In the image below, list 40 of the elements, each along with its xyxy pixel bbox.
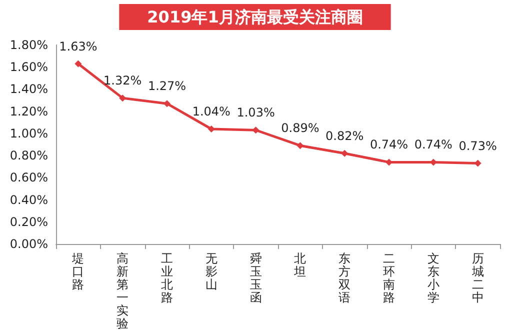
- x-tick-label: 高新第一实验: [116, 252, 129, 330]
- x-tick-label: 历城二中: [470, 252, 484, 304]
- point: [296, 142, 304, 150]
- y-tick-label: 1.00%: [10, 126, 48, 140]
- data-label: 1.32%: [104, 74, 142, 88]
- x-tick-label: 工业北路: [161, 252, 173, 304]
- data-label: 0.73%: [458, 138, 497, 153]
- x-tick-label: 东方双语: [338, 252, 351, 304]
- point: [474, 160, 482, 167]
- data-label: 0.74%: [370, 138, 408, 152]
- point: [164, 100, 170, 108]
- point: [386, 158, 392, 166]
- y-tick-label: 1.20%: [10, 104, 48, 118]
- point: [208, 126, 215, 133]
- y-tick-label: 0.00%: [10, 237, 48, 251]
- y-tick-label: 0.80%: [10, 148, 48, 163]
- data-label: 0.82%: [326, 128, 364, 143]
- x-tick-label: 二环南路: [383, 252, 395, 304]
- data-label: 1.63%: [59, 39, 98, 54]
- point: [252, 126, 260, 134]
- x-tick-label: 舜玉玉函: [250, 252, 262, 304]
- y-tick-label: 1.80%: [10, 38, 48, 52]
- data-label: 1.27%: [148, 79, 186, 94]
- data-label: 0.74%: [414, 138, 452, 152]
- y-tick-label: 1.40%: [10, 82, 48, 96]
- x-tick-label: 北坦: [293, 252, 306, 278]
- y-tick-label: 1.60%: [10, 60, 48, 74]
- x-tick-label: 堤口路: [71, 252, 84, 292]
- x-tick-label: 文东小学: [427, 252, 440, 304]
- y-tick-label: 0.20%: [10, 214, 48, 229]
- y-tick-label: 0.40%: [10, 192, 48, 207]
- data-label: 1.03%: [236, 106, 275, 120]
- point: [119, 94, 126, 102]
- data-label: 0.89%: [281, 121, 320, 136]
- x-tick-label: 无影山: [205, 252, 218, 292]
- data-label: 1.04%: [192, 104, 230, 119]
- point: [74, 60, 82, 68]
- y-tick-label: 0.60%: [10, 170, 48, 185]
- point: [341, 150, 348, 157]
- chart-title: 2019年1月济南最受关注商圈: [147, 8, 363, 26]
